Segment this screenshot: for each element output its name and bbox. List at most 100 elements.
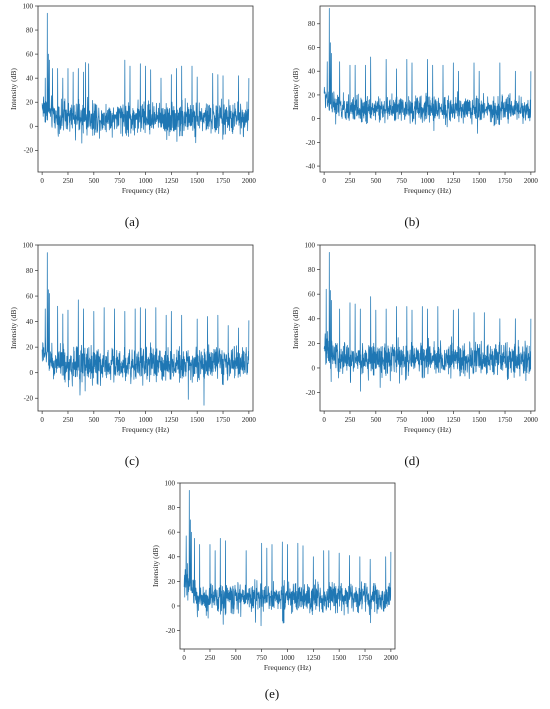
chart-panel-1: 0 250 500 750 1000 1250 1500 1750 2000 -20 0 20 40 60…: [9, 2, 256, 229]
x-tick-label: 250: [63, 177, 74, 185]
x-tick-label: 1250: [164, 177, 179, 185]
x-tick-label: 1000: [139, 416, 154, 424]
y-tick-label: 40: [308, 315, 316, 323]
y-tick-label: 80: [308, 20, 316, 28]
chart-panel-2: 0 250 500 750 1000 1250 1500 1750 2000 -40 -20 0 20 4…: [291, 5, 539, 229]
y-tick-label: 0: [30, 369, 34, 377]
panel-caption: (b): [404, 214, 419, 229]
y-tick-label: -20: [306, 389, 316, 397]
x-tick-label: 2000: [524, 416, 539, 424]
x-tick-label: 1750: [498, 416, 513, 424]
y-tick-label: 40: [26, 318, 34, 326]
y-tick-label: 80: [26, 26, 34, 34]
y-tick-label: 60: [26, 292, 34, 300]
x-tick-label: 1500: [472, 416, 487, 424]
x-tick-label: 750: [256, 654, 267, 662]
y-tick-label: 80: [308, 266, 316, 274]
x-tick-label: 250: [63, 416, 74, 424]
y-tick-label: 40: [26, 75, 34, 83]
chart-panel-4: 0 250 500 750 1000 1250 1500 1750 2000 -20 0 20 40 60…: [291, 241, 538, 468]
x-tick-label: 1750: [358, 654, 373, 662]
x-tick-label: 1500: [472, 177, 487, 185]
x-tick-label: 1250: [164, 416, 179, 424]
x-tick-label: 2000: [524, 177, 539, 185]
x-tick-label: 1250: [306, 654, 321, 662]
x-tick-label: 750: [114, 177, 125, 185]
x-tick-label: 1000: [421, 416, 436, 424]
x-tick-label: 1500: [332, 654, 347, 662]
spectrum-line: [323, 252, 532, 392]
panel-caption: (e): [265, 686, 279, 701]
x-tick-label: 0: [40, 416, 44, 424]
y-tick-label: 60: [308, 44, 316, 52]
x-axis-label: Frequency (Hz): [404, 425, 452, 434]
x-tick-label: 1250: [446, 177, 461, 185]
x-tick-label: 500: [89, 177, 100, 185]
x-tick-label: 1000: [281, 654, 296, 662]
y-tick-label: -20: [306, 139, 316, 147]
x-axis-label: Frequency (Hz): [404, 186, 452, 195]
x-tick-label: 500: [371, 177, 382, 185]
y-tick-label: 0: [30, 123, 34, 131]
y-tick-label: 40: [308, 68, 316, 76]
y-tick-label: -40: [306, 162, 316, 170]
y-tick-label: 100: [305, 241, 316, 249]
spectrum-line: [183, 490, 392, 627]
x-tick-label: 2000: [384, 654, 399, 662]
y-tick-label: 60: [308, 291, 316, 299]
x-axis-label: Frequency (Hz): [122, 186, 170, 195]
x-tick-label: 1250: [446, 416, 461, 424]
y-tick-label: 80: [26, 267, 34, 275]
y-tick-label: 20: [168, 578, 176, 586]
x-tick-label: 1500: [190, 177, 205, 185]
y-tick-label: 100: [23, 241, 34, 249]
y-tick-label: 20: [308, 91, 316, 99]
x-tick-label: 0: [182, 654, 186, 662]
x-tick-label: 2000: [242, 177, 257, 185]
y-axis-label: Intensity (dB): [151, 545, 160, 587]
spectrum-line: [41, 12, 250, 144]
y-tick-label: 0: [172, 602, 176, 610]
x-tick-label: 2000: [242, 416, 257, 424]
panel-caption: (c): [125, 453, 139, 468]
y-tick-label: 20: [26, 344, 34, 352]
y-tick-label: 100: [165, 479, 176, 487]
x-tick-label: 0: [322, 416, 326, 424]
y-tick-label: -20: [24, 395, 34, 403]
x-tick-label: 500: [231, 654, 242, 662]
y-tick-label: -20: [166, 627, 176, 635]
x-tick-label: 250: [205, 654, 216, 662]
x-tick-label: 1000: [421, 177, 436, 185]
chart-panel-5: 0 250 500 750 1000 1250 1500 1750 2000 -20 0 20 40 60…: [151, 479, 398, 701]
y-tick-label: 60: [168, 529, 176, 537]
x-tick-label: 750: [114, 416, 125, 424]
y-tick-label: 20: [26, 99, 34, 107]
y-axis-label: Intensity (dB): [9, 68, 18, 110]
y-tick-label: 0: [312, 364, 316, 372]
x-tick-label: 750: [396, 416, 407, 424]
x-tick-label: 0: [322, 177, 326, 185]
x-tick-label: 1750: [216, 416, 231, 424]
y-tick-label: 40: [168, 553, 176, 561]
panel-caption: (d): [404, 453, 419, 468]
y-tick-label: 100: [23, 2, 34, 10]
y-tick-label: 20: [308, 340, 316, 348]
spectrum-line: [41, 252, 250, 406]
x-tick-label: 250: [345, 416, 356, 424]
y-tick-label: -20: [24, 147, 34, 155]
spectrum-line: [323, 7, 532, 134]
x-tick-label: 1750: [498, 177, 513, 185]
y-axis-label: Intensity (dB): [9, 307, 18, 349]
x-tick-label: 500: [371, 416, 382, 424]
x-tick-label: 1500: [190, 416, 205, 424]
y-tick-label: 80: [168, 504, 176, 512]
x-axis-label: Frequency (Hz): [264, 663, 312, 672]
x-tick-label: 250: [345, 177, 356, 185]
x-tick-label: 1750: [216, 177, 231, 185]
y-axis-label: Intensity (dB): [291, 68, 300, 110]
y-tick-label: 60: [26, 51, 34, 59]
x-axis-label: Frequency (Hz): [122, 425, 170, 434]
x-tick-label: 500: [89, 416, 100, 424]
x-tick-label: 0: [40, 177, 44, 185]
